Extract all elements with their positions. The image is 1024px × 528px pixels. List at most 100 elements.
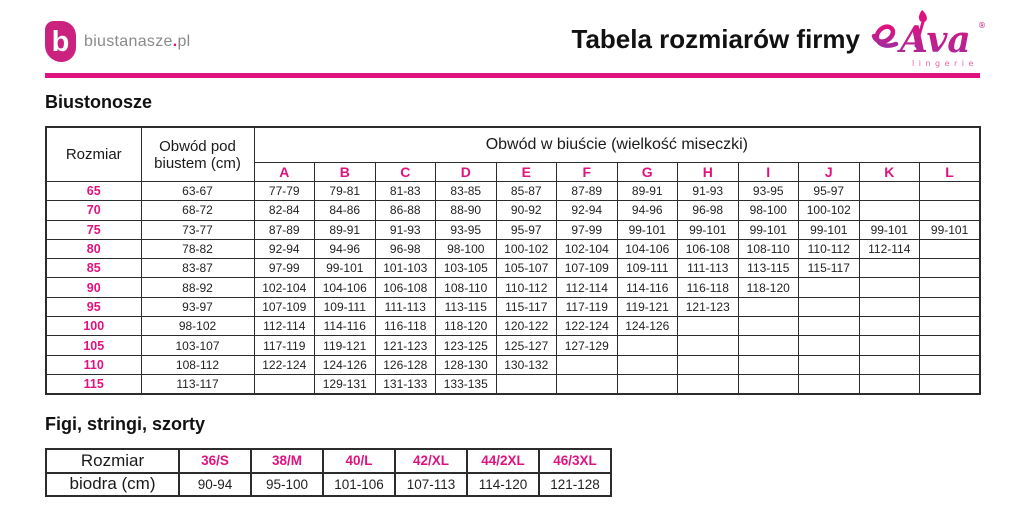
registered-mark: ® bbox=[978, 21, 986, 30]
cup-range-cell: 133-135 bbox=[435, 373, 497, 395]
cup-range-cell bbox=[919, 296, 981, 318]
cup-range-cell: 130-132 bbox=[495, 354, 557, 375]
cup-range-cell: 91-93 bbox=[677, 180, 739, 202]
hips-range-cell: 114-120 bbox=[466, 471, 540, 497]
cup-range-cell bbox=[798, 277, 860, 298]
cup-range-cell bbox=[556, 373, 618, 395]
panty-size-cell: 46/3XL bbox=[538, 448, 612, 474]
cup-range-cell bbox=[798, 316, 860, 337]
cup-range-cell bbox=[798, 354, 860, 375]
panty-size-cell: 36/S bbox=[178, 448, 252, 474]
cup-range-cell bbox=[495, 373, 557, 395]
cup-range-cell: 96-98 bbox=[677, 200, 739, 221]
cup-letter-header: D bbox=[435, 162, 497, 182]
panties-sizes-row: Rozmiar 36/S 38/M 40/L 42/XL 44/2XL 46/3XL bbox=[45, 448, 612, 474]
bras-table-row: 110 108-112 122-124 124-126 126-128 128-130 13… bbox=[45, 354, 981, 375]
underbust-cell: 83-87 bbox=[140, 258, 255, 279]
cup-range-cell: 102-104 bbox=[556, 238, 618, 260]
cup-range-cell: 118-120 bbox=[737, 277, 799, 298]
underbust-cell: 78-82 bbox=[140, 238, 255, 260]
band-size-cell: 115 bbox=[45, 373, 142, 395]
cup-letter-header: A bbox=[253, 162, 315, 182]
bras-table-row: 95 93-97 107-109 109-111 111-113 113-115 115-1… bbox=[45, 296, 981, 318]
cup-letter-header: E bbox=[495, 162, 557, 182]
cup-range-cell: 110-112 bbox=[495, 277, 557, 298]
cup-range-cell bbox=[919, 200, 981, 221]
cup-range-cell: 107-109 bbox=[253, 296, 315, 318]
cup-range-cell bbox=[556, 354, 618, 375]
cup-range-cell: 89-91 bbox=[314, 219, 376, 240]
site-name-dot: . bbox=[172, 32, 178, 50]
band-size-cell: 105 bbox=[45, 335, 142, 356]
cup-range-cell: 113-115 bbox=[435, 296, 497, 318]
underbust-cell: 93-97 bbox=[140, 296, 255, 318]
ava-stem-icon bbox=[914, 20, 925, 48]
cup-range-cell: 111-113 bbox=[677, 258, 739, 279]
ava-lingerie-logo-icon: Ava ® lingerie bbox=[871, 10, 986, 68]
hips-range-cell: 107-113 bbox=[394, 471, 468, 497]
cup-range-cell bbox=[798, 373, 860, 395]
band-size-cell: 110 bbox=[45, 354, 142, 375]
cup-range-cell: 114-116 bbox=[616, 277, 678, 298]
cup-range-cell: 83-85 bbox=[435, 180, 497, 202]
cup-range-cell bbox=[919, 180, 981, 202]
cup-range-cell bbox=[858, 354, 920, 375]
cup-range-cell: 117-119 bbox=[556, 296, 618, 318]
cup-range-cell bbox=[919, 258, 981, 279]
b-mark-letter: b bbox=[51, 26, 70, 58]
panty-size-cell: 40/L bbox=[322, 448, 396, 474]
cup-range-cell: 92-94 bbox=[556, 200, 618, 221]
cup-range-cell: 129-131 bbox=[314, 373, 376, 395]
bras-table-row: 85 83-87 97-99 99-101 101-103 103-105 105-107 1… bbox=[45, 258, 981, 279]
cup-letter-header: F bbox=[556, 162, 618, 182]
bras-table-row: 90 88-92 102-104 104-106 106-108 108-110 110-1… bbox=[45, 277, 981, 298]
bras-table-row: 80 78-82 92-94 94-96 96-98 98-100 100-102 102-1… bbox=[45, 238, 981, 260]
cup-range-cell bbox=[253, 373, 315, 395]
cup-range-cell: 92-94 bbox=[253, 238, 315, 260]
hips-range-cell: 121-128 bbox=[538, 471, 612, 497]
row-label-hips: biodra (cm) bbox=[45, 471, 180, 497]
cup-letter-header: I bbox=[737, 162, 799, 182]
hips-range-cell: 101-106 bbox=[322, 471, 396, 497]
cup-range-cell: 86-88 bbox=[374, 200, 436, 221]
underbust-cell: 73-77 bbox=[140, 219, 255, 240]
cup-range-cell: 77-79 bbox=[253, 180, 315, 202]
band-size-cell: 65 bbox=[45, 180, 142, 202]
cup-range-cell: 88-90 bbox=[435, 200, 497, 221]
cup-range-cell bbox=[616, 373, 678, 395]
ava-flame-icon bbox=[918, 10, 927, 23]
cup-range-cell: 124-126 bbox=[616, 316, 678, 337]
underbust-cell: 88-92 bbox=[140, 277, 255, 298]
bras-table-row: 100 98-102 112-114 114-116 116-118 118-120 120… bbox=[45, 316, 981, 337]
cup-range-cell: 108-110 bbox=[435, 277, 497, 298]
cup-letter-header: G bbox=[616, 162, 678, 182]
cup-range-cell: 99-101 bbox=[737, 219, 799, 240]
cup-range-cell bbox=[677, 354, 739, 375]
band-size-cell: 90 bbox=[45, 277, 142, 298]
panty-size-cell: 38/M bbox=[250, 448, 324, 474]
cup-range-cell bbox=[919, 277, 981, 298]
panties-section-heading: Figi, stringi, szorty bbox=[45, 414, 206, 434]
cup-range-cell bbox=[677, 335, 739, 356]
cup-range-cell: 121-123 bbox=[677, 296, 739, 318]
site-name-text: biustanasze bbox=[84, 32, 173, 50]
pink-divider bbox=[45, 73, 980, 78]
cup-range-cell bbox=[798, 335, 860, 356]
cup-range-cell: 95-97 bbox=[798, 180, 860, 202]
cup-range-cell bbox=[798, 296, 860, 318]
cup-range-cell: 91-93 bbox=[374, 219, 436, 240]
panties-size-table: Rozmiar 36/S 38/M 40/L 42/XL 44/2XL 46/3XL bi… bbox=[45, 448, 612, 497]
cup-range-cell bbox=[737, 335, 799, 356]
bras-table-row: 105 103-107 117-119 119-121 121-123 123-125 12… bbox=[45, 335, 981, 356]
cup-range-cell bbox=[858, 277, 920, 298]
underbust-cell: 113-117 bbox=[140, 373, 255, 395]
cup-letter-header: B bbox=[314, 162, 376, 182]
underbust-cell: 103-107 bbox=[140, 335, 255, 356]
header-title-row: Tabela rozmiarów firmy Ava ® lingerie bbox=[572, 8, 991, 70]
cup-range-cell: 99-101 bbox=[616, 219, 678, 240]
cup-letter-header: C bbox=[374, 162, 436, 182]
cup-letter-header: H bbox=[677, 162, 739, 182]
cup-range-cell: 101-103 bbox=[374, 258, 436, 279]
band-size-cell: 85 bbox=[45, 258, 142, 279]
